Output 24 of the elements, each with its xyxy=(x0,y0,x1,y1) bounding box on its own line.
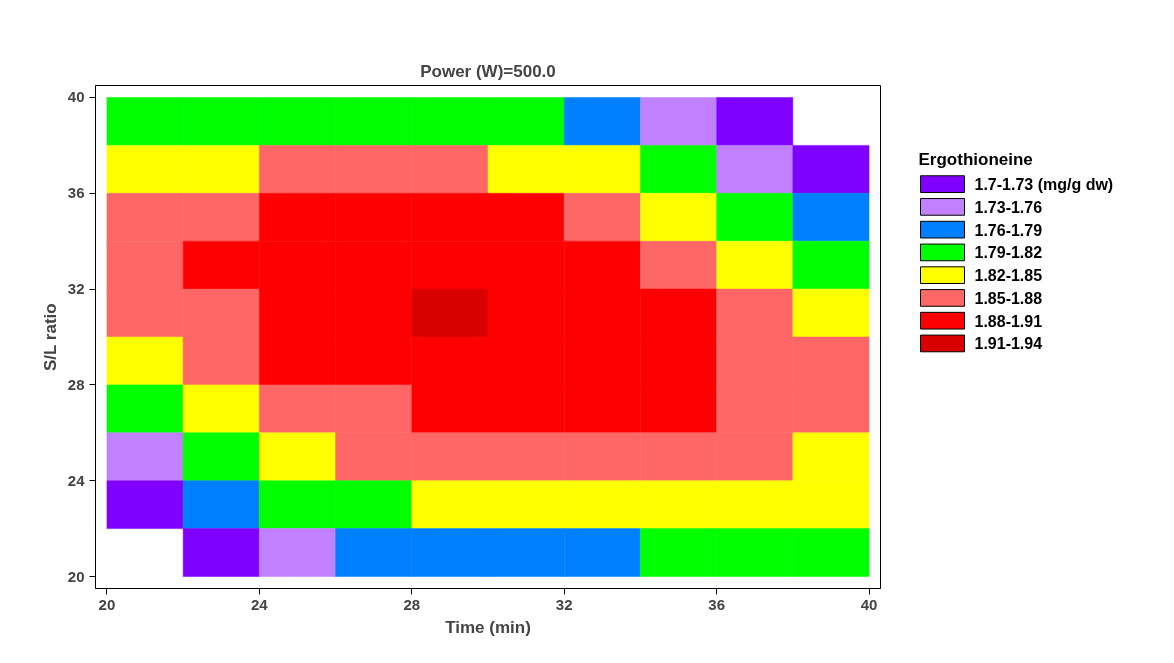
x-tick-label: 32 xyxy=(555,595,573,613)
color-bar-label: 1.88-1.91 xyxy=(974,312,1043,330)
x-tick-label: 40 xyxy=(860,595,878,613)
x-tick-label: 20 xyxy=(98,595,116,613)
color-bar-label: 1.7-1.73 (mg/g dw) xyxy=(974,175,1114,193)
x-tick-label: 24 xyxy=(251,595,269,613)
chart-title: Power (W)=500.0 xyxy=(420,61,556,81)
y-tick-label: 28 xyxy=(67,375,85,393)
color-bar-label: 1.85-1.88 xyxy=(974,289,1043,307)
x-tick-label: 28 xyxy=(403,595,421,613)
color-bar-label: 1.76-1.79 xyxy=(974,221,1043,239)
color-bar-label: 1.79-1.82 xyxy=(974,244,1043,262)
color-bar-label: 1.73-1.76 xyxy=(974,198,1043,216)
x-tick-label: 36 xyxy=(708,595,725,613)
y-tick-label: 32 xyxy=(67,280,85,298)
y-tick-label: 20 xyxy=(67,567,85,585)
x-axis-title: Time (min) xyxy=(445,617,531,637)
y-tick-label: 36 xyxy=(67,184,85,202)
color-bar-label: 1.82-1.85 xyxy=(974,267,1043,285)
y-tick-label: 24 xyxy=(67,471,86,489)
y-tick-label: 40 xyxy=(67,88,85,106)
color-bar-title: Ergothioneine xyxy=(918,150,1033,170)
y-axis-title: S/L ratio xyxy=(40,303,60,371)
color-bar-label: 1.91-1.94 xyxy=(974,335,1043,353)
